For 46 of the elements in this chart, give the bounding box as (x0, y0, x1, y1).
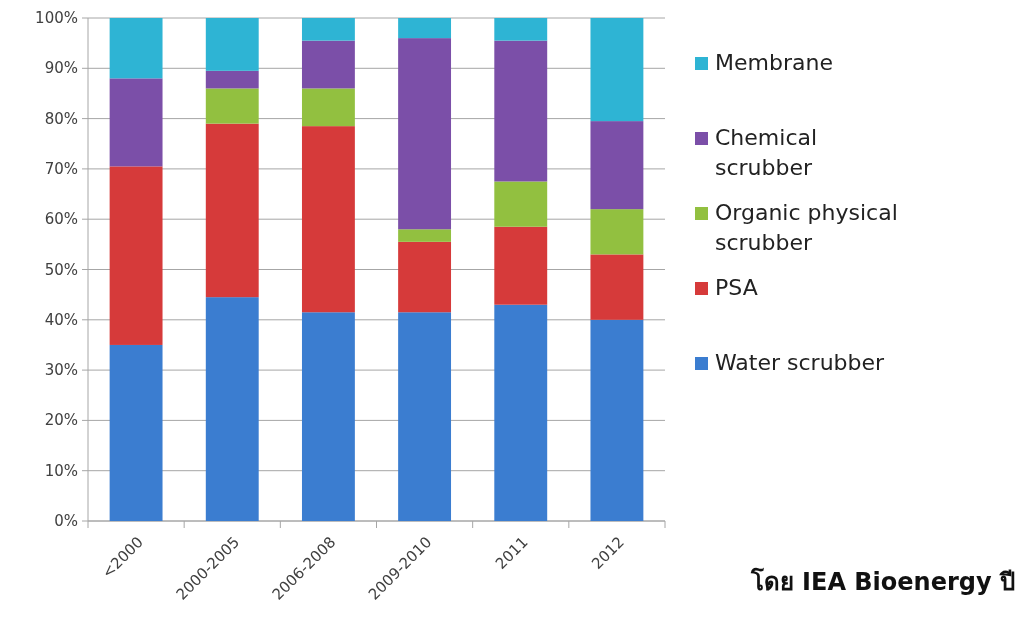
y-tick-label: 50% (44, 260, 78, 279)
bar (301, 126, 355, 313)
bar (301, 88, 355, 127)
y-tick-label: 30% (44, 361, 78, 380)
legend-label: Organic physical scrubber (715, 200, 898, 255)
bar (590, 121, 644, 210)
bar (205, 297, 259, 521)
bar (205, 18, 259, 71)
y-tick-label: 70% (44, 159, 78, 178)
bar (301, 312, 355, 521)
bar (301, 40, 355, 89)
y-tick-label: 80% (44, 109, 78, 128)
bar (494, 304, 548, 521)
bar (205, 123, 259, 298)
bar (494, 226, 548, 305)
bar (398, 38, 452, 230)
bar (109, 344, 163, 521)
bar (494, 181, 548, 227)
bar (398, 312, 452, 521)
legend-label: Chemical scrubber (715, 125, 818, 180)
legend-label: Water scrubber (715, 350, 886, 375)
bar (590, 209, 644, 255)
y-tick-label: 60% (44, 210, 78, 229)
bar (205, 88, 259, 124)
legend-label: PSA (715, 275, 758, 300)
bar (494, 18, 548, 41)
bar (301, 18, 355, 41)
y-tick-label: 0% (54, 512, 78, 530)
bar (109, 166, 163, 345)
text: โดย IEA Bioenergy ปี (749, 567, 1015, 596)
bar (590, 319, 644, 521)
legend-label: Membrane (715, 50, 833, 75)
y-tick-label: 100% (35, 9, 78, 27)
bar (109, 18, 163, 79)
bar (109, 78, 163, 167)
y-tick-label: 20% (44, 411, 78, 430)
bar (590, 18, 644, 122)
bar (398, 18, 452, 39)
bar (205, 70, 259, 89)
bar (494, 40, 548, 182)
y-tick-label: 40% (44, 310, 78, 329)
bar (590, 254, 644, 320)
y-tick-label: 90% (44, 59, 78, 78)
y-tick-label: 10% (44, 461, 78, 480)
bar (398, 229, 452, 242)
bar (398, 241, 452, 313)
